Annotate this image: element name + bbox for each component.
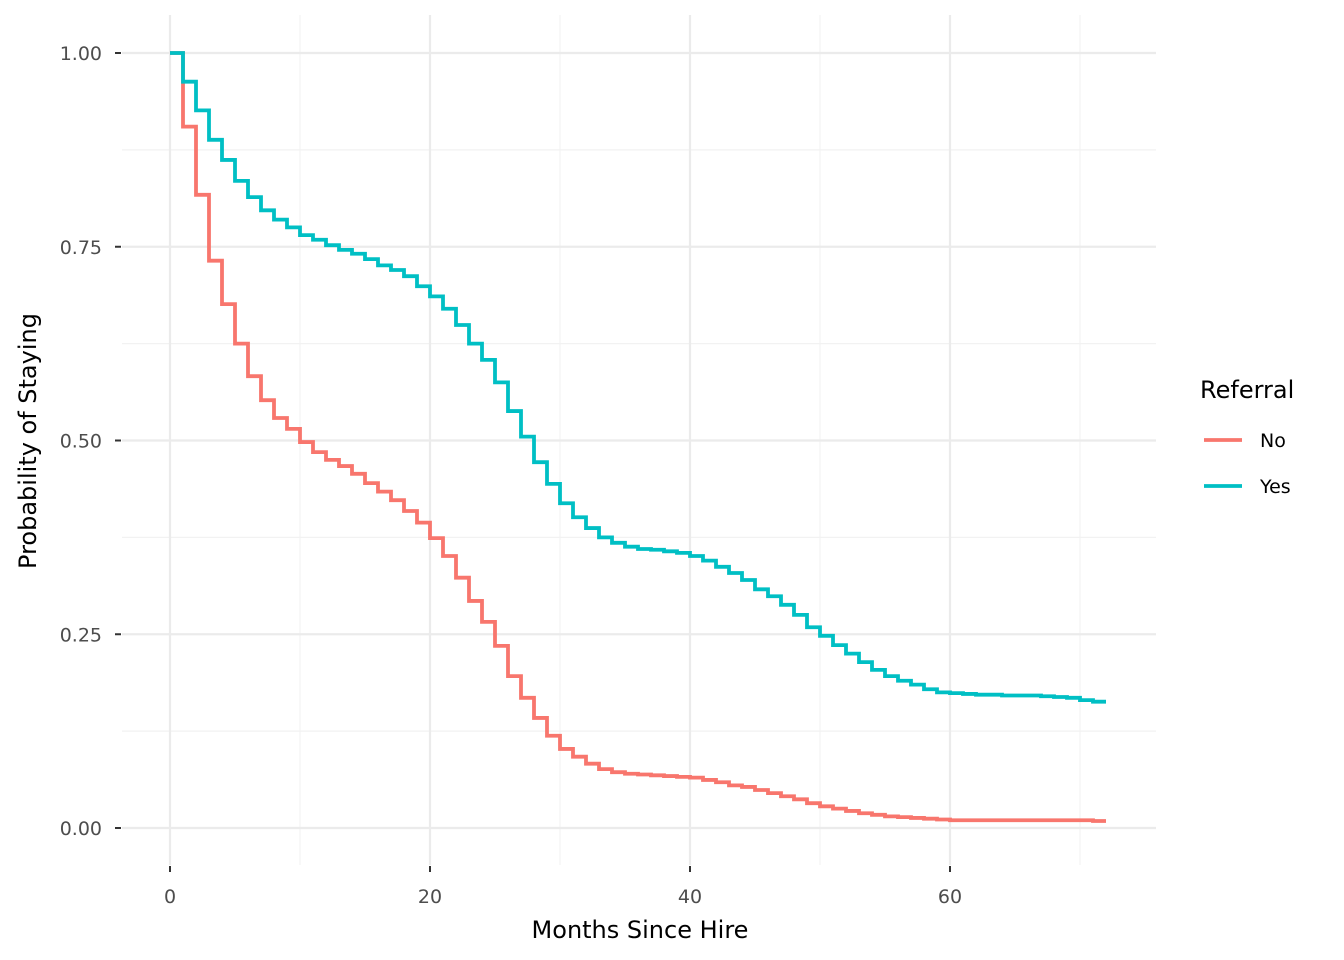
x-axis-title: Months Since Hire [532, 916, 749, 944]
y-tick-label: 0.00 [60, 818, 102, 840]
y-tick-label: 0.25 [60, 624, 102, 646]
x-tick-label: 40 [678, 886, 702, 908]
y-tick-label: 0.75 [60, 237, 102, 259]
legend: Referral No Yes [1200, 376, 1294, 498]
legend-label-no: No [1260, 430, 1286, 452]
y-tick-label: 0.50 [60, 431, 102, 453]
axes: 0 20 40 60 0.00 0.25 0.50 0.75 1.00 [60, 43, 962, 908]
series-lines [170, 51, 1106, 823]
x-tick-label: 20 [418, 886, 442, 908]
y-tick-label: 1.00 [60, 43, 102, 65]
legend-title: Referral [1200, 376, 1294, 404]
grid [122, 15, 1156, 865]
legend-label-yes: Yes [1259, 476, 1291, 498]
y-axis-title: Probability of Staying [14, 313, 42, 569]
x-tick-label: 60 [938, 886, 962, 908]
series-line-no [170, 51, 1106, 823]
series-line-yes [170, 51, 1106, 704]
x-tick-label: 0 [164, 886, 176, 908]
